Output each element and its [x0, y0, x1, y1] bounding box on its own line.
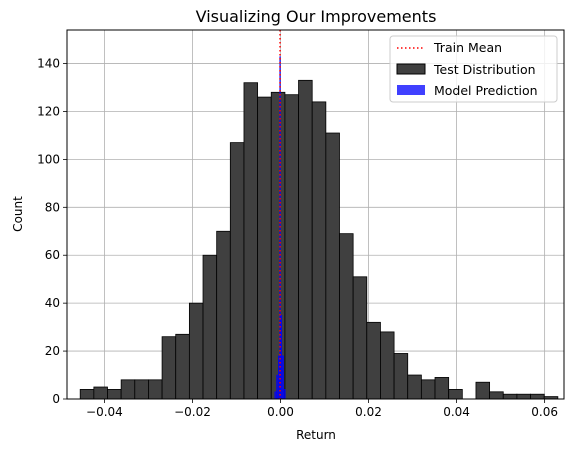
test-distribution-bar: [475, 381, 491, 400]
x-axis-label: Return: [296, 428, 336, 442]
test-distribution-bar: [311, 101, 327, 400]
test-distribution-bar: [502, 393, 518, 400]
test-distribution-bar: [352, 276, 368, 400]
legend-model-prediction-swatch: [397, 85, 425, 95]
test-distribution-bar: [257, 96, 272, 400]
test-distribution-bar: [216, 230, 231, 400]
test-distribution-bar: [407, 374, 422, 400]
test-distribution-bar: [270, 91, 286, 400]
test-distribution-bar: [120, 379, 136, 400]
test-distribution-bar: [79, 389, 95, 400]
test-distribution-bars: [79, 79, 559, 400]
test-distribution-bar: [134, 379, 149, 400]
y-tick-label: 20: [45, 344, 60, 358]
test-distribution-bar: [243, 82, 259, 400]
test-distribution-bar: [175, 333, 190, 400]
x-tick-label: 0.00: [267, 405, 294, 419]
y-tick-label: 80: [45, 200, 60, 214]
test-distribution-bar: [420, 379, 436, 400]
y-tick-label: 100: [37, 152, 60, 166]
y-axis-label: Count: [11, 196, 25, 232]
test-distribution-bar: [202, 254, 218, 400]
y-tick-label: 40: [45, 296, 60, 310]
test-distribution-bar: [339, 233, 354, 400]
legend-frame: [389, 35, 558, 103]
x-axis-ticks: −0.04 −0.02 0.00 0.02 0.04 0.06: [86, 399, 558, 419]
test-distribution-bar: [188, 302, 204, 400]
legend: Train Mean Test Distribution Model Predi…: [389, 35, 558, 103]
test-distribution-bar: [393, 353, 409, 400]
y-tick-label: 0: [52, 392, 60, 406]
test-distribution-bar: [93, 386, 108, 400]
test-distribution-bar: [298, 79, 313, 400]
test-distribution-bar: [448, 389, 463, 400]
y-tick-label: 60: [45, 248, 60, 262]
model-prediction-bar: [283, 389, 286, 400]
y-axis-ticks: 0 20 40 60 80 100 120 140: [37, 57, 67, 406]
test-distribution-bar: [325, 132, 340, 400]
test-distribution-bar: [161, 336, 177, 400]
x-tick-label: 0.06: [531, 405, 558, 419]
x-tick-label: −0.02: [174, 405, 211, 419]
legend-test-distribution-label: Test Distribution: [433, 62, 536, 77]
test-distribution-bar: [229, 142, 245, 400]
x-tick-label: 0.02: [355, 405, 382, 419]
test-distribution-bar: [516, 393, 531, 400]
test-distribution-bar: [530, 393, 545, 400]
chart-title: Visualizing Our Improvements: [196, 7, 437, 26]
test-distribution-bar: [148, 379, 163, 400]
x-tick-label: 0.04: [443, 405, 470, 419]
legend-model-prediction-label: Model Prediction: [434, 83, 538, 98]
plot-frame: [66, 29, 565, 400]
legend-test-distribution-swatch: [396, 63, 426, 75]
y-tick-label: 140: [37, 57, 60, 71]
model-prediction-bar: [276, 374, 279, 400]
x-tick-label: −0.04: [86, 405, 123, 419]
test-distribution-bar: [107, 389, 122, 400]
legend-train-mean-label: Train Mean: [433, 40, 502, 55]
test-distribution-bar: [380, 331, 395, 400]
test-distribution-bar: [284, 94, 299, 400]
model-prediction-bar: [281, 355, 284, 400]
model-prediction-bar: [274, 391, 277, 400]
model-prediction-bars: [274, 56, 286, 400]
y-tick-label: 120: [37, 104, 60, 118]
test-distribution-bar: [434, 377, 450, 400]
test-distribution-bar: [489, 391, 504, 400]
test-distribution-bar: [366, 321, 381, 400]
